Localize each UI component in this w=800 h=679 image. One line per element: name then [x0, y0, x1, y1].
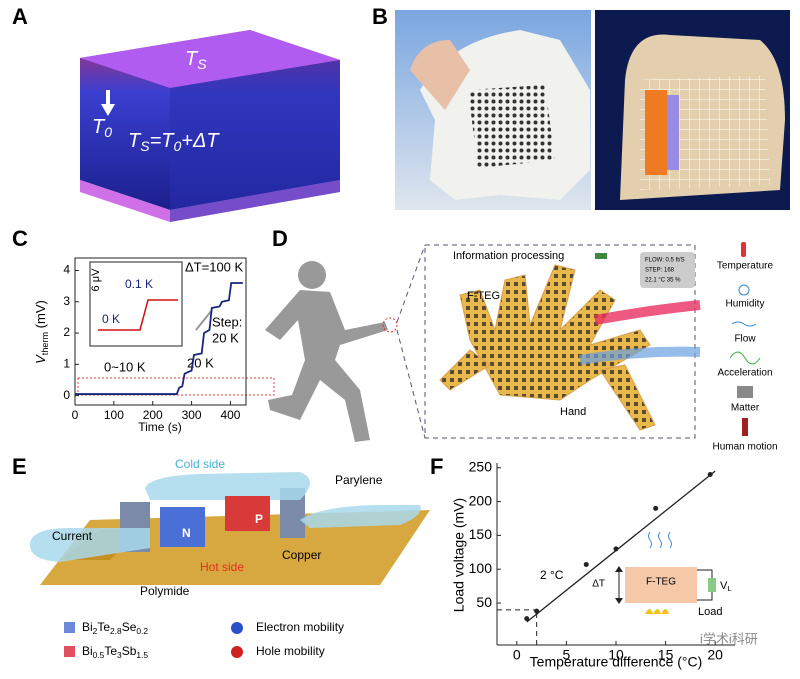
- panel-label: E: [12, 454, 27, 479]
- inset-label: ΔT: [592, 579, 605, 590]
- label: Cold side: [175, 457, 225, 471]
- sensing-label: Flow: [734, 334, 756, 345]
- x-axis-label: Time (s): [138, 420, 182, 434]
- y-tick-label: 1: [63, 357, 70, 371]
- label: P: [255, 512, 263, 526]
- annotation: 2 °C: [540, 568, 564, 582]
- point: [613, 546, 619, 552]
- sensing-label: Acceleration: [717, 368, 772, 379]
- inset-label: 0 K: [102, 312, 120, 326]
- sensing-label: Matter: [731, 403, 760, 414]
- y-tick-label: 3: [63, 294, 70, 308]
- x-axis-label: Temperature difference (°C): [530, 654, 703, 670]
- inset-label: 0.1 K: [125, 277, 153, 291]
- legend-text: Bi2Te2.8Se0.2: [82, 620, 148, 636]
- label: Copper: [282, 548, 321, 562]
- panel-label: A: [12, 4, 28, 29]
- y-tick-label: 2: [63, 325, 70, 339]
- x-tick-label: 300: [182, 408, 202, 422]
- label: Polymide: [140, 584, 190, 598]
- sensing-label: Human motion: [712, 442, 777, 453]
- sensing-label: Humidity: [726, 299, 765, 310]
- panel-f-extras: F-TEG ΔT VL Load 2 °C i学术i科研: [540, 531, 758, 646]
- y-tick-label: 50: [476, 594, 492, 610]
- sensing-label: Temperature: [717, 261, 774, 272]
- label: Hot side: [200, 560, 244, 574]
- annotation: 0~10 K: [104, 359, 146, 374]
- inset: [89, 261, 183, 347]
- inset-scale: 6 μV: [90, 268, 102, 292]
- label: F-TEG: [467, 290, 500, 302]
- x-tick-label: 0: [72, 408, 79, 422]
- annotation: ΔT=100 K: [185, 259, 244, 274]
- y-tick-label: 4: [63, 263, 70, 277]
- label: TS: [185, 48, 207, 71]
- point: [707, 472, 713, 478]
- inset-label: Load: [698, 606, 722, 618]
- point: [653, 505, 659, 511]
- panel-a: TS T0 TS=T0+ΔT: [80, 30, 340, 222]
- y-tick-label: 200: [469, 492, 493, 508]
- fit-line: [526, 470, 716, 623]
- watermark: i学术i科研: [700, 631, 758, 646]
- legend-text: Bi0.5Te3Sb1.5: [82, 644, 148, 660]
- x-tick-label: 15: [658, 647, 674, 663]
- label: Current: [52, 529, 93, 543]
- y-tick-label: 100: [469, 560, 493, 576]
- panel-c-extras: 6 μV 0.1 K 0 K ΔT=100 K Step: 20 K 20 K …: [33, 259, 275, 396]
- panel-label: C: [12, 226, 28, 251]
- y-tick-label: 150: [469, 526, 493, 542]
- inset-label: F-TEG: [646, 577, 676, 588]
- label: Parylene: [335, 473, 383, 487]
- point: [534, 608, 540, 614]
- panel-b: [395, 10, 790, 210]
- panel-e: Cold side Parylene Current N P Hot side …: [30, 457, 430, 660]
- annotation: 20 K: [212, 330, 239, 345]
- y-axis-label: Load voltage (mV): [451, 498, 467, 612]
- x-tick-label: 100: [104, 408, 124, 422]
- label: T0: [92, 116, 112, 139]
- x-tick-label: 200: [143, 408, 163, 422]
- y-tick-label: 250: [469, 458, 493, 474]
- panel-label: B: [372, 4, 388, 29]
- screen-text: STEP: 168: [645, 268, 675, 274]
- x-tick-label: 10: [608, 647, 624, 663]
- x-tick-label: 5: [563, 647, 571, 663]
- screen-text: FLOW: 0.5 ft/S: [645, 258, 685, 264]
- inset-label: VL: [720, 580, 732, 593]
- annotation: Step:: [212, 314, 242, 329]
- label: N: [182, 526, 191, 540]
- panel-d: FLOW: 0.5 ft/S STEP: 168 22.1 °C 35 % In…: [265, 242, 778, 453]
- legend-text: Electron mobility: [256, 620, 344, 634]
- point: [583, 561, 589, 567]
- x-tick-label: 400: [220, 408, 240, 422]
- data-line: [75, 282, 243, 395]
- panel-label: F: [430, 454, 443, 479]
- x-tick-label: 0: [513, 647, 521, 663]
- point: [524, 616, 530, 622]
- label: TS=T0+ΔT: [128, 130, 220, 153]
- label: Information processing: [453, 250, 564, 262]
- label: Hand: [560, 406, 586, 418]
- plot-frame: [74, 257, 247, 406]
- screen-text: 22.1 °C 35 %: [645, 278, 681, 284]
- legend-text: Hole mobility: [256, 644, 325, 658]
- x-tick-label: 20: [707, 647, 723, 663]
- panel-label: D: [272, 226, 288, 251]
- y-tick-label: 0: [63, 388, 70, 402]
- y-axis-label: Vtherm (mV): [33, 300, 50, 364]
